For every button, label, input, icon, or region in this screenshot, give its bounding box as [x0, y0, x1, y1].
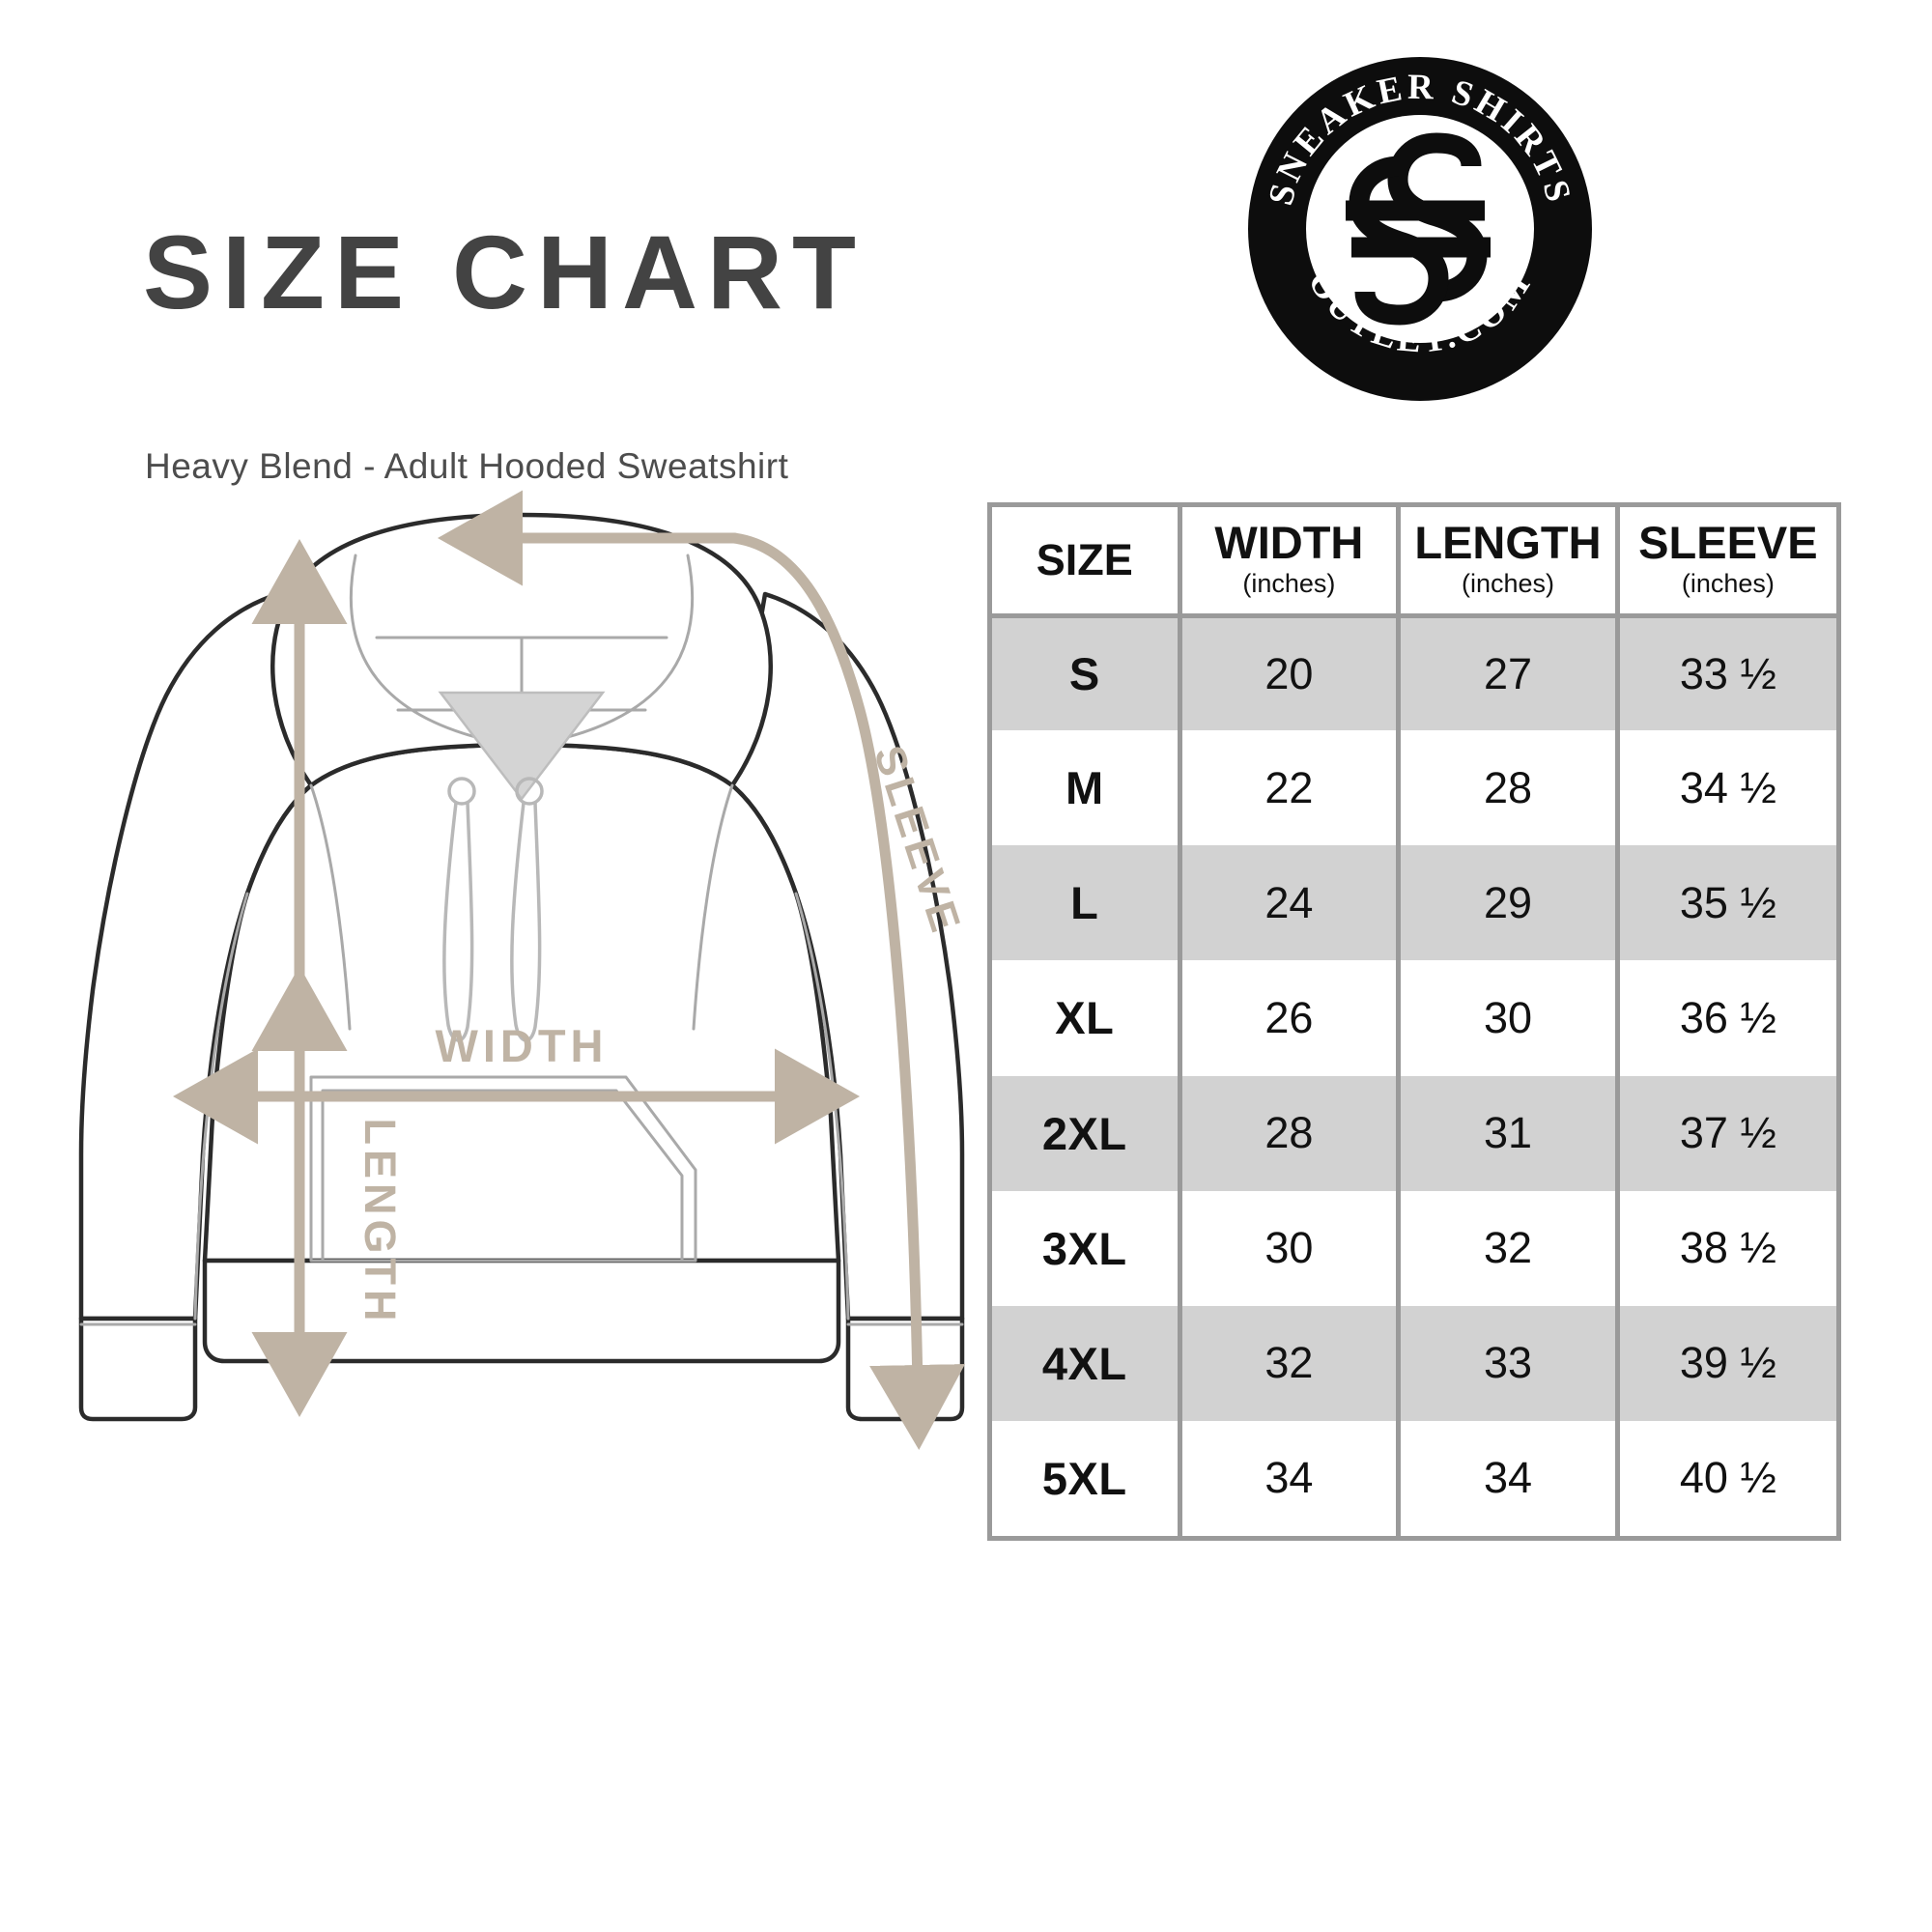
right-cuff — [845, 1316, 965, 1422]
width-label: WIDTH — [435, 1020, 608, 1071]
cell-sleeve: 40 ½ — [1614, 1420, 1836, 1536]
table-row: 4XL 32 33 39 ½ — [992, 1305, 1836, 1421]
cell-width: 26 — [1177, 960, 1402, 1076]
cell-length: 30 — [1396, 960, 1620, 1076]
column-header-width-label: WIDTH — [1214, 516, 1364, 568]
table-row: M 22 28 34 ½ — [992, 730, 1836, 846]
cell-size: 3XL — [992, 1190, 1182, 1306]
cell-length: 32 — [1396, 1190, 1620, 1306]
cell-length: 31 — [1396, 1075, 1620, 1191]
table-row: S 20 27 33 ½ — [992, 615, 1836, 731]
table-row: 3XL 30 32 38 ½ — [992, 1190, 1836, 1306]
column-header-length: LENGTH (inches) — [1396, 507, 1620, 618]
column-header-size: SIZE — [992, 507, 1182, 618]
cell-sleeve: 38 ½ — [1614, 1190, 1836, 1306]
cell-length: 33 — [1396, 1305, 1620, 1421]
cell-size: 2XL — [992, 1075, 1182, 1191]
table-header-row: SIZE WIDTH (inches) LENGTH (inches) SLEE… — [992, 507, 1836, 618]
cell-width: 22 — [1177, 730, 1402, 846]
logo-monogram-ss — [1346, 132, 1491, 326]
sleeve-arrow — [438, 490, 966, 1450]
cell-size: XL — [992, 960, 1182, 1076]
cell-width: 32 — [1177, 1305, 1402, 1421]
cell-sleeve: 33 ½ — [1614, 615, 1836, 731]
cell-size: S — [992, 615, 1182, 731]
column-header-length-unit: (inches) — [1461, 568, 1554, 598]
cell-length: 28 — [1396, 730, 1620, 846]
column-header-sleeve-label: SLEEVE — [1638, 516, 1818, 568]
column-header-sleeve-unit: (inches) — [1681, 568, 1775, 598]
cell-sleeve: 34 ½ — [1614, 730, 1836, 846]
cell-width: 30 — [1177, 1190, 1402, 1306]
page-subtitle: Heavy Blend - Adult Hooded Sweatshirt — [145, 446, 789, 486]
hoodie-illustration: WIDTH LENGTH SLEEVE — [58, 488, 985, 1560]
cell-length: 29 — [1396, 845, 1620, 961]
page-title: SIZE CHART — [143, 213, 866, 330]
table-row: XL 26 30 36 ½ — [992, 960, 1836, 1076]
table-row: L 24 29 35 ½ — [992, 845, 1836, 961]
length-label: LENGTH — [355, 1119, 405, 1326]
column-header-sleeve: SLEEVE (inches) — [1614, 507, 1836, 618]
cell-length: 27 — [1396, 615, 1620, 731]
column-header-width: WIDTH (inches) — [1177, 507, 1402, 618]
cell-width: 24 — [1177, 845, 1402, 961]
cell-size: M — [992, 730, 1182, 846]
cell-size: 4XL — [992, 1305, 1182, 1421]
measurement-arrows — [173, 490, 966, 1450]
cell-sleeve: 36 ½ — [1614, 960, 1836, 1076]
brand-logo: SNEAKER SHIRTS OUTLET.COM — [1241, 50, 1599, 408]
cell-sleeve: 37 ½ — [1614, 1075, 1836, 1191]
cell-width: 34 — [1177, 1420, 1402, 1536]
table-row: 5XL 34 34 40 ½ — [992, 1420, 1836, 1536]
column-header-size-label: SIZE — [1036, 534, 1133, 584]
cell-width: 28 — [1177, 1075, 1402, 1191]
column-header-width-unit: (inches) — [1242, 568, 1336, 598]
cell-size: 5XL — [992, 1420, 1182, 1536]
table-row: 2XL 28 31 37 ½ — [992, 1075, 1836, 1191]
cell-width: 20 — [1177, 615, 1402, 731]
cell-length: 34 — [1396, 1420, 1620, 1536]
cell-sleeve: 35 ½ — [1614, 845, 1836, 961]
size-chart-table: SIZE WIDTH (inches) LENGTH (inches) SLEE… — [987, 502, 1841, 1541]
column-header-length-label: LENGTH — [1414, 516, 1602, 568]
cell-size: L — [992, 845, 1182, 961]
cell-sleeve: 39 ½ — [1614, 1305, 1836, 1421]
left-cuff — [78, 1316, 198, 1422]
